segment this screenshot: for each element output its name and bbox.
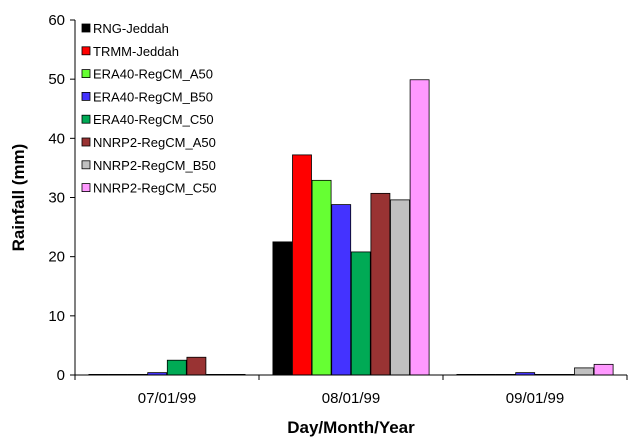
bar-trmm-jeddah-2 bbox=[292, 154, 312, 376]
bar-nnrp2-regcm_b50-2 bbox=[390, 199, 410, 376]
y-tick-label: 40 bbox=[48, 130, 65, 147]
legend-label: ERA40-RegCM_C50 bbox=[93, 112, 214, 127]
axes-layer: 0 10 20 30 40 50 60 07/01/99 08/01/99 09/01/99 bbox=[48, 12, 628, 407]
legend-label: NNRP2-RegCM_C50 bbox=[93, 181, 217, 196]
bar-nnrp2-regcm_c50-3 bbox=[593, 363, 614, 376]
x-axis-title: Day/Month/Year bbox=[287, 418, 415, 437]
legend-swatch bbox=[81, 137, 91, 147]
legend-swatch bbox=[81, 160, 91, 170]
legend-label: ERA40-RegCM_A50 bbox=[93, 67, 213, 82]
legend-swatch bbox=[81, 92, 91, 101]
x-tick-label: 08/01/99 bbox=[322, 390, 380, 407]
bar-rng-jeddah-2 bbox=[272, 241, 293, 376]
y-axis-title: Rainfall (mm) bbox=[9, 144, 28, 252]
legend-label: RNG-Jeddah bbox=[93, 21, 169, 36]
bar-era40-regcm_c50-1 bbox=[166, 359, 187, 376]
bar-era40-regcm_a50-2 bbox=[311, 179, 332, 376]
y-tick-label: 50 bbox=[48, 71, 65, 88]
y-tick-label: 10 bbox=[48, 308, 65, 325]
legend-label: NNRP2-RegCM_B50 bbox=[93, 158, 216, 173]
bar-era40-regcm_b50-2 bbox=[331, 204, 352, 376]
bar-nnrp2-regcm_a50-2 bbox=[370, 192, 391, 376]
bar-nnrp2-regcm_b50-3 bbox=[574, 367, 594, 376]
x-tick-label: 07/01/99 bbox=[138, 390, 196, 407]
bar-nnrp2-regcm_a50-1 bbox=[186, 356, 207, 376]
legend-label: NNRP2-RegCM_A50 bbox=[93, 135, 216, 150]
x-tick-label: 09/01/99 bbox=[506, 390, 564, 407]
legend-swatch bbox=[81, 23, 91, 33]
bar-era40-regcm_c50-2 bbox=[350, 251, 371, 376]
legend-swatch bbox=[81, 46, 91, 56]
y-tick-label: 30 bbox=[48, 190, 65, 207]
legend-label: ERA40-RegCM_B50 bbox=[93, 89, 213, 104]
legend-swatch bbox=[81, 183, 91, 193]
bar-nnrp2-regcm_c50-2 bbox=[409, 79, 430, 376]
y-tick-label: 0 bbox=[57, 367, 65, 384]
y-tick-label: 20 bbox=[48, 249, 65, 266]
legend-label: TRMM-Jeddah bbox=[93, 44, 179, 59]
y-tick-label: 60 bbox=[48, 12, 65, 29]
legend-swatch bbox=[81, 69, 91, 78]
legend-swatch bbox=[81, 114, 91, 124]
legend: RNG-Jeddah TRMM-Jeddah ERA40-RegCM_A50 ERA4… bbox=[81, 21, 217, 196]
